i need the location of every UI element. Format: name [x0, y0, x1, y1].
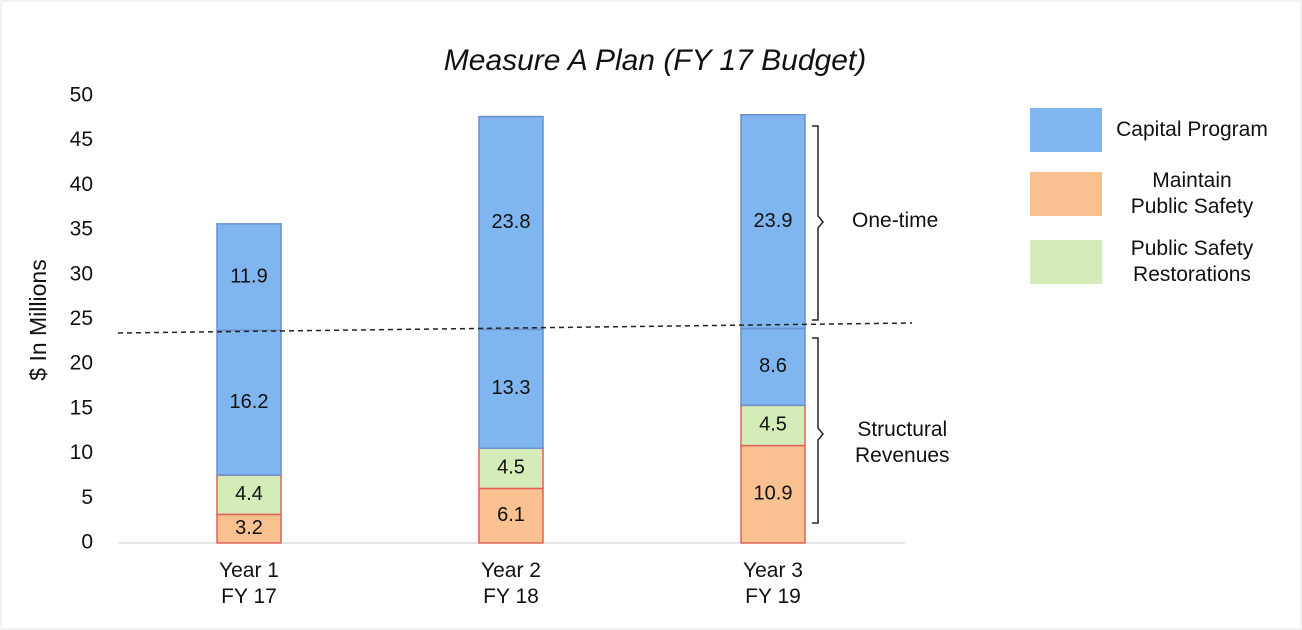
bar-segment	[740, 404, 806, 447]
legend-swatch	[1030, 172, 1102, 216]
y-tick-label: 25	[70, 307, 93, 330]
brace-one-time	[812, 125, 824, 321]
y-tick-label: 35	[70, 218, 93, 241]
x-tick-label: Year 2 FY 18	[481, 559, 541, 608]
bar-segment	[216, 223, 282, 331]
legend-swatch	[1030, 108, 1102, 152]
bar-segment	[478, 487, 544, 544]
value-label: 10.9	[754, 483, 793, 505]
value-label: 4.4	[235, 483, 263, 505]
value-label: 3.2	[235, 517, 263, 539]
x-tick-label: Year 3 FY 19	[743, 559, 803, 608]
y-tick-label: 40	[70, 173, 93, 196]
y-tick-label: 30	[70, 262, 93, 285]
value-label: 6.1	[497, 504, 525, 526]
bar-segment	[216, 513, 282, 544]
value-label: 23.9	[754, 210, 793, 232]
value-label: 23.8	[492, 211, 531, 233]
bar-segment	[216, 474, 282, 516]
threshold-line	[117, 322, 913, 334]
y-tick-label: 15	[70, 396, 93, 419]
bar-segment	[740, 444, 806, 544]
value-label: 13.3	[492, 377, 531, 399]
legend-label: Capital Program	[1116, 118, 1268, 141]
y-tick-label: 5	[81, 486, 93, 509]
y-tick-label: 50	[70, 84, 93, 107]
legend-label: Maintain Public Safety	[1130, 169, 1254, 218]
chart-title: Measure A Plan (FY 17 Budget)	[444, 44, 866, 77]
brace-structural	[812, 337, 824, 524]
legend-swatch	[1030, 240, 1102, 284]
y-tick-label: 0	[81, 531, 93, 554]
x-tick-label: Year 1 FY 17	[219, 559, 279, 608]
annotation: Structural Revenues	[855, 418, 950, 467]
y-tick-label: 10	[70, 441, 93, 464]
value-label: 4.5	[759, 414, 787, 436]
y-tick-label: 45	[70, 128, 93, 151]
annotation: One-time	[852, 209, 939, 232]
bar-segment	[478, 328, 544, 449]
bar-segment	[478, 447, 544, 490]
y-tick-label: 20	[70, 352, 93, 375]
value-label: 4.5	[497, 457, 525, 479]
y-axis-label: $ In Millions	[25, 259, 51, 380]
bar-segment	[740, 114, 806, 330]
bar-segment	[478, 115, 544, 331]
value-label: 16.2	[230, 391, 269, 413]
value-label: 11.9	[230, 265, 267, 287]
value-label: 8.6	[759, 355, 787, 377]
bar-segment	[740, 327, 806, 407]
legend-label: Public Safety Restorations	[1130, 237, 1254, 286]
